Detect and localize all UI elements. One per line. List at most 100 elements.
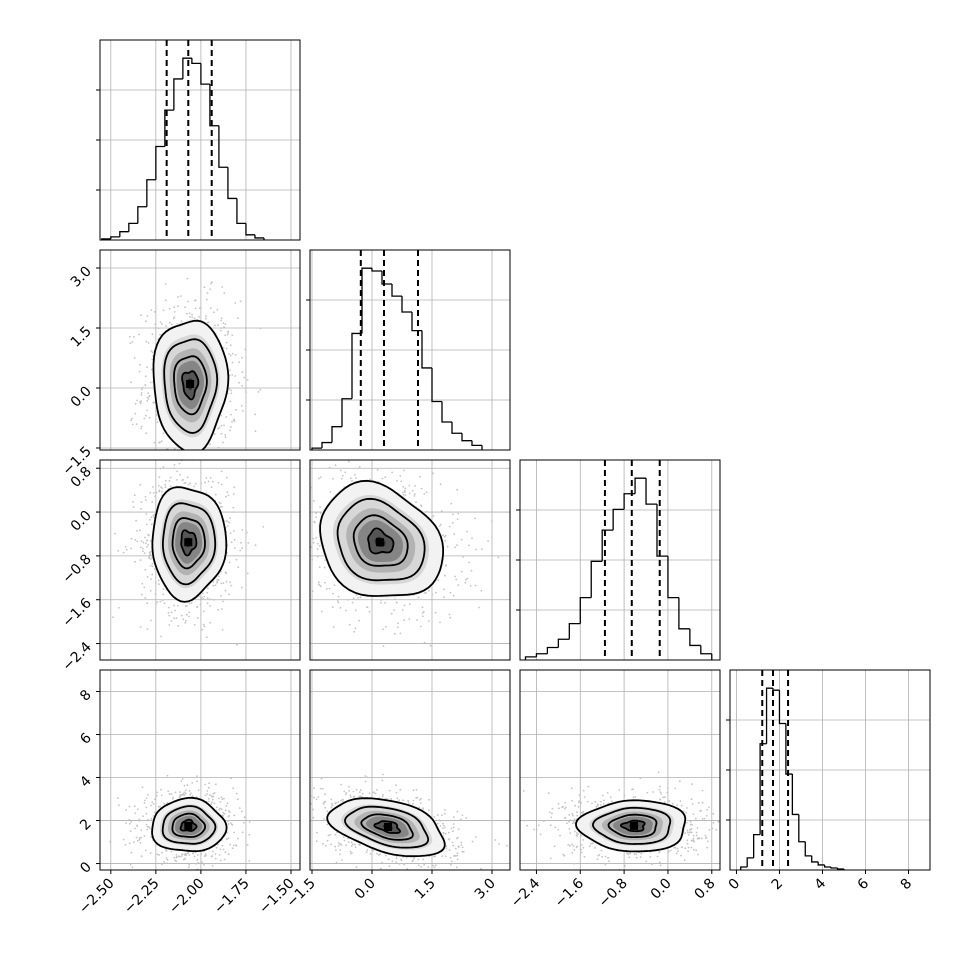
scatter-point — [366, 776, 368, 779]
scatter-point — [157, 579, 160, 582]
scatter-point — [146, 602, 149, 605]
scatter-point — [160, 440, 163, 443]
scatter-point — [215, 806, 218, 809]
scatter-point — [180, 614, 183, 617]
scatter-point — [152, 486, 154, 488]
histogram-bar — [804, 841, 812, 857]
scatter-point — [132, 506, 135, 509]
scatter-point — [198, 316, 201, 318]
scatter-point — [404, 494, 407, 496]
scatter-point — [214, 584, 217, 587]
scatter-point — [406, 447, 408, 449]
scatter-point — [185, 792, 187, 795]
scatter-point — [248, 821, 251, 823]
scatter-point — [402, 491, 404, 494]
scatter-point — [350, 841, 353, 844]
scatter-point — [205, 317, 207, 320]
scatter-point — [136, 825, 139, 827]
scatter-point — [312, 537, 315, 540]
scatter-point — [222, 582, 225, 584]
histogram-bar — [759, 743, 767, 835]
scatter-point — [211, 492, 213, 494]
scatter-point — [193, 485, 196, 488]
scatter-point — [150, 350, 153, 352]
scatter-point — [357, 597, 360, 599]
scatter-point — [275, 584, 277, 586]
scatter-point — [140, 463, 142, 465]
scatter-point — [444, 826, 446, 829]
scatter-point — [179, 295, 182, 297]
scatter-point — [350, 845, 353, 847]
scatter-point — [457, 886, 459, 888]
scatter-point — [160, 486, 162, 488]
scatter-point — [354, 846, 357, 848]
scatter-point — [580, 802, 582, 804]
scatter-point — [207, 480, 210, 483]
scatter-point — [343, 839, 346, 842]
scatter-point — [573, 862, 576, 865]
panel-frame — [309, 249, 511, 451]
density-panel-2-0 — [99, 459, 301, 661]
scatter-point — [462, 556, 464, 558]
scatter-point — [226, 802, 229, 805]
scatter-point — [398, 863, 401, 865]
histogram-bar — [351, 332, 362, 399]
scatter-point — [129, 830, 132, 832]
scatter-point — [233, 420, 236, 423]
scatter-point — [165, 862, 168, 865]
scatter-point — [209, 621, 212, 624]
scatter-point — [630, 870, 632, 872]
scatter-point — [448, 613, 451, 616]
scatter-point — [448, 525, 451, 528]
scatter-point — [340, 477, 343, 480]
scatter-point — [193, 623, 196, 626]
scatter-point — [202, 598, 205, 600]
scatter-point — [139, 483, 142, 486]
scatter-point — [162, 309, 165, 312]
scatter-point — [259, 389, 262, 391]
scatter-point — [340, 799, 342, 802]
scatter-point — [316, 548, 319, 551]
scatter-point — [442, 827, 444, 830]
scatter-point — [191, 794, 194, 797]
scatter-point — [423, 863, 426, 866]
scatter-point — [164, 456, 166, 458]
scatter-point — [421, 615, 424, 618]
scatter-point — [196, 780, 198, 783]
scatter-point — [218, 426, 221, 429]
scatter-point — [324, 581, 326, 584]
scatter-point — [580, 834, 583, 837]
scatter-point — [146, 576, 149, 578]
scatter-point — [109, 840, 111, 843]
scatter-point — [117, 797, 119, 799]
scatter-point — [398, 799, 400, 801]
scatter-point — [241, 831, 244, 834]
scatter-point — [326, 839, 329, 842]
scatter-point — [145, 499, 147, 501]
scatter-point — [230, 541, 233, 544]
scatter-point — [403, 863, 405, 866]
panel-content — [310, 670, 510, 888]
scatter-point — [602, 803, 605, 805]
scatter-point — [221, 286, 224, 288]
scatter-point — [400, 858, 402, 861]
scatter-point — [246, 844, 249, 846]
scatter-point — [161, 599, 164, 602]
scatter-point — [297, 553, 299, 555]
scatter-point — [315, 512, 318, 514]
scatter-point — [144, 568, 147, 571]
scatter-point — [152, 475, 154, 477]
scatter-point — [443, 535, 446, 538]
scatter-point — [317, 796, 320, 798]
scatter-point — [168, 307, 171, 310]
scatter-point — [182, 792, 185, 795]
scatter-point — [355, 594, 358, 596]
scatter-point — [186, 784, 189, 787]
contour-line — [360, 813, 414, 841]
scatter-point — [150, 516, 153, 519]
scatter-point — [382, 773, 384, 776]
scatter-point — [146, 539, 149, 542]
scatter-point — [320, 777, 323, 780]
scatter-point — [153, 513, 156, 516]
